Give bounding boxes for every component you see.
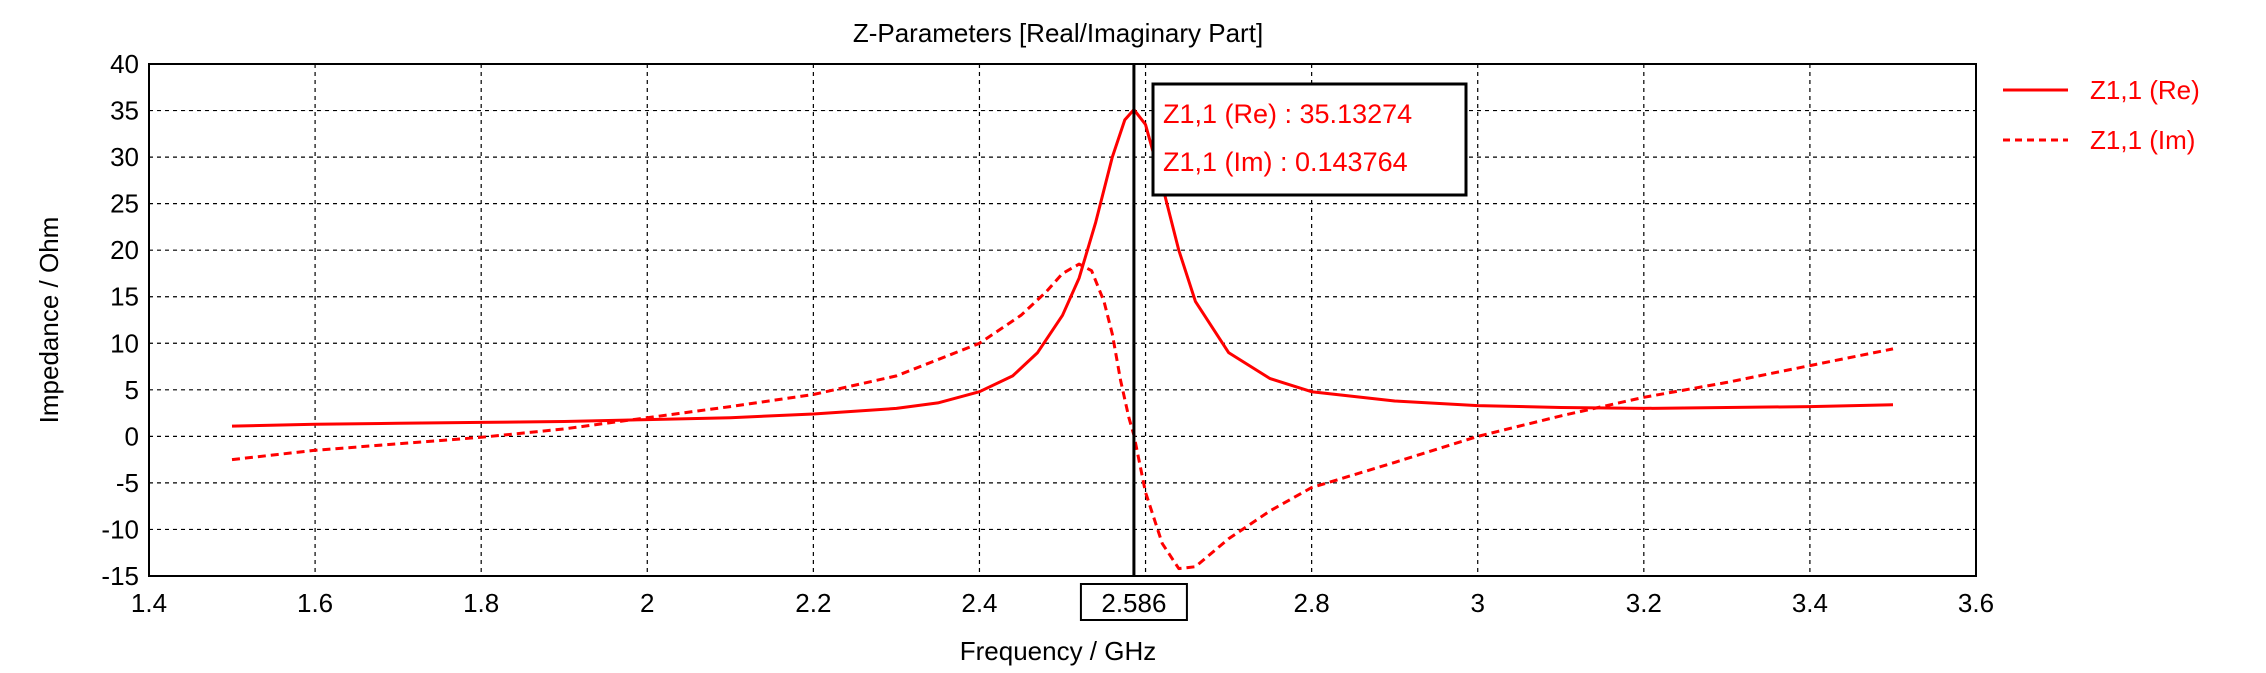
- y-tick-label: -10: [101, 514, 139, 544]
- x-tick-label: 3.4: [1792, 588, 1828, 618]
- x-tick-labels: 1.41.61.822.22.42.62.833.23.43.6: [131, 588, 1994, 618]
- y-tick-label: 30: [110, 142, 139, 172]
- marker-readout-box: Z1,1 (Re) : 35.13274 Z1,1 (Im) : 0.14376…: [1151, 82, 1468, 197]
- y-tick-label: 20: [110, 235, 139, 265]
- marker-x-label: 2.586: [1079, 583, 1188, 621]
- y-tick-label: -15: [101, 561, 139, 591]
- legend: Z1,1 (Re) Z1,1 (Im): [2003, 75, 2200, 155]
- y-tick-labels: -15 -10 -5 0 5 10 15 20 25 30 35 40: [101, 49, 139, 591]
- y-tick-label: 5: [125, 375, 139, 405]
- x-tick-label: 2.8: [1294, 588, 1330, 618]
- y-tick-label: 10: [110, 328, 139, 358]
- legend-label-re: Z1,1 (Re): [2090, 75, 2200, 105]
- y-tick-label: 40: [110, 49, 139, 79]
- series-line-im: [231, 262, 1894, 571]
- y-tick-label: 0: [125, 421, 139, 451]
- x-tick-label: 3: [1470, 588, 1484, 618]
- y-axis-label: Impedance / Ohm: [34, 217, 64, 424]
- x-tick-label: 1.8: [463, 588, 499, 618]
- legend-label-im: Z1,1 (Im): [2090, 125, 2195, 155]
- series-line-re: [231, 108, 1894, 428]
- data-series: [231, 108, 1894, 571]
- plot-area-frame: [148, 63, 1977, 577]
- x-tick-label: 3.2: [1626, 588, 1662, 618]
- x-tick-label: 1.4: [131, 588, 167, 618]
- grid-lines: [149, 64, 1976, 576]
- marker-readout-im: Z1,1 (Im) : 0.143764: [1163, 147, 1408, 177]
- marker-readout-re: Z1,1 (Re) : 35.13274: [1163, 99, 1412, 129]
- y-tick-label: 35: [110, 96, 139, 126]
- marker-x-value: 2.586: [1101, 588, 1166, 618]
- x-tick-label: 2: [640, 588, 654, 618]
- legend-entry-im[interactable]: Z1,1 (Im): [2003, 125, 2195, 155]
- chart-title: Z-Parameters [Real/Imaginary Part]: [853, 18, 1263, 48]
- y-tick-label: 15: [110, 282, 139, 312]
- x-tick-label: 2.4: [961, 588, 997, 618]
- x-tick-label: 1.6: [297, 588, 333, 618]
- y-tick-label: -5: [116, 468, 139, 498]
- legend-entry-re[interactable]: Z1,1 (Re): [2003, 75, 2200, 105]
- x-tick-label: 3.6: [1958, 588, 1994, 618]
- y-tick-label: 25: [110, 189, 139, 219]
- x-tick-label: 2.2: [795, 588, 831, 618]
- x-axis-label: Frequency / GHz: [960, 636, 1157, 666]
